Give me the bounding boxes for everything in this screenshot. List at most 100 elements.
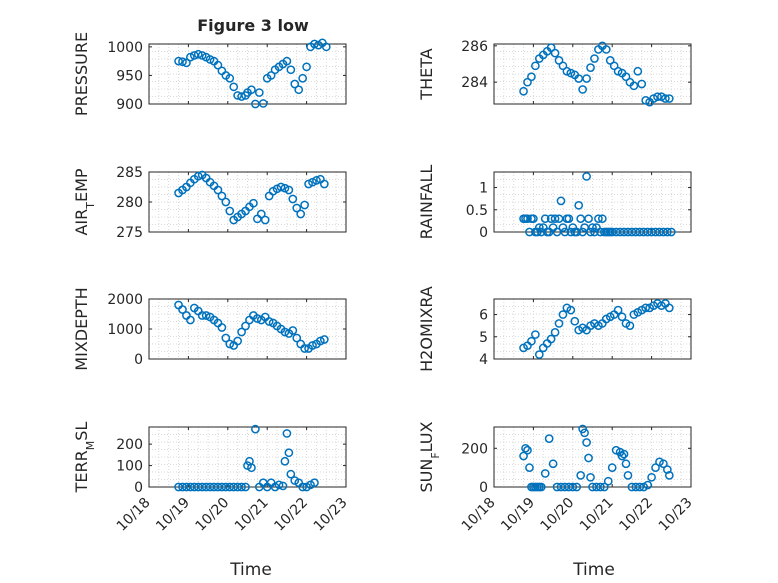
data-point [312, 176, 321, 185]
x-tick-label: 10/21 [577, 495, 617, 535]
data-point [603, 476, 613, 486]
data-point [570, 316, 580, 326]
data-point [601, 45, 611, 54]
data-point [621, 72, 631, 82]
data-point [280, 456, 290, 466]
data-point [641, 303, 651, 313]
data-point [544, 434, 554, 443]
data-point [534, 350, 544, 359]
data-point [609, 61, 619, 71]
data-point [548, 459, 558, 469]
data-point [193, 171, 203, 181]
data-point [635, 482, 645, 492]
data-point [213, 185, 223, 195]
data-point [237, 482, 246, 492]
data-point [205, 55, 215, 64]
x-tick-label: 10/23 [311, 495, 351, 535]
y-tick-label: 900 [116, 97, 143, 113]
data-point [274, 480, 284, 490]
y-tick-label: 0 [479, 480, 488, 496]
data-point [256, 209, 266, 219]
data-point [225, 73, 235, 83]
data-point [290, 79, 300, 89]
grid-lines [493, 44, 692, 104]
data-point [663, 465, 672, 474]
data-point [550, 48, 560, 58]
y-axis-label: AIRTEMP [72, 168, 97, 235]
data-point [625, 321, 635, 331]
data-point [308, 341, 317, 350]
data-point [584, 214, 593, 224]
data-point [237, 92, 246, 101]
data-point [532, 227, 542, 237]
data-point [572, 482, 582, 492]
data-point [664, 94, 674, 103]
data-point [521, 443, 530, 453]
subplot-theta: 284 286 THETA [417, 39, 692, 107]
data-point [286, 469, 296, 479]
data-point [582, 172, 591, 181]
data-point [558, 61, 568, 71]
data-point [213, 60, 223, 70]
data-point [276, 182, 286, 192]
y-axis-label: MIXDEPTH [72, 287, 91, 370]
data-point [186, 315, 195, 325]
data-point [586, 63, 595, 72]
data-points [174, 170, 329, 225]
data-point [298, 73, 308, 83]
data-point [566, 227, 576, 237]
y-tick-label: 0 [134, 352, 143, 368]
data-point [664, 303, 674, 313]
axes-border [493, 43, 692, 105]
data-points [519, 172, 676, 237]
data-point [582, 438, 591, 447]
data-point [568, 482, 578, 492]
data-point [225, 339, 235, 349]
data-point [617, 451, 627, 461]
y-tick-label: 0 [134, 480, 143, 496]
data-point [586, 472, 595, 482]
data-point [633, 66, 643, 76]
data-point [599, 482, 609, 492]
data-point [525, 463, 534, 472]
data-point [174, 56, 183, 66]
data-point [596, 482, 605, 492]
data-point [253, 314, 262, 323]
data-point [225, 206, 235, 216]
data-point [302, 62, 311, 72]
data-point [278, 481, 288, 491]
x-tick-label: 10/18 [459, 495, 499, 535]
data-point [298, 482, 308, 492]
data-point [586, 227, 595, 237]
data-point [310, 478, 319, 488]
data-point [619, 449, 629, 459]
data-point [607, 463, 617, 472]
data-point [519, 451, 528, 461]
data-point [178, 57, 187, 67]
axes-border [493, 298, 692, 360]
x-tick-label: 10/22 [616, 495, 656, 535]
data-point [233, 336, 242, 346]
data-point [560, 227, 570, 237]
y-tick-label: 0 [479, 225, 488, 241]
data-point [201, 311, 211, 320]
data-point [590, 54, 599, 63]
data-point [519, 86, 528, 96]
x-tick-label: 10/19 [498, 495, 538, 535]
data-point [288, 194, 298, 204]
data-point [584, 453, 593, 463]
subplot-terr-msl: 10/18 10/19 10/20 10/21 10/22 10/23 0 100 200 TER… [72, 422, 351, 535]
data-point [523, 214, 532, 224]
grid-lines [148, 172, 347, 232]
data-point [564, 214, 574, 224]
data-points [519, 41, 674, 107]
data-point [653, 92, 662, 102]
data-point [647, 472, 656, 482]
data-point [578, 85, 588, 94]
data-point [264, 317, 274, 326]
x-axis-label-right: Time [572, 560, 615, 580]
subplot-h2omixra: 4 5 6 H2OMIXRA [417, 286, 692, 372]
data-points [519, 424, 674, 492]
x-tick-label: 10/20 [538, 495, 578, 535]
